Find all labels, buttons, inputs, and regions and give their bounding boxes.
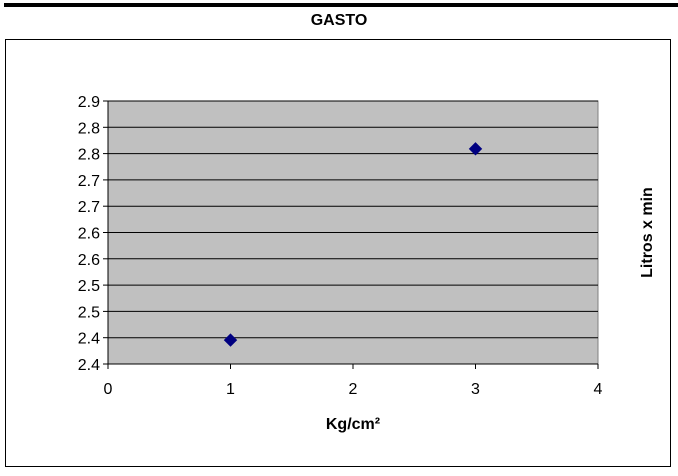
x-tick-label: 4 [594, 381, 603, 398]
top-rule [4, 3, 678, 7]
y-axis-label: Litros x min [639, 187, 656, 278]
y-axis-ticks: 2.4 2.4 2.5 2.5 2.6 2.6 2.7 2.7 2.8 2.8 2.9 [78, 94, 108, 374]
x-tick-label: 2 [349, 381, 358, 398]
y-tick-label: 2.8 [78, 147, 100, 164]
x-tick-label: 3 [471, 381, 480, 398]
y-tick-label: 2.5 [78, 278, 100, 295]
y-tick-label: 2.5 [78, 304, 100, 321]
data-points [223, 142, 483, 347]
y-tick-label: 2.9 [78, 94, 100, 111]
data-point-diamond [468, 142, 483, 156]
chart-title: GASTO [310, 12, 368, 29]
y-tick-label: 2.6 [78, 252, 100, 269]
data-point-diamond [223, 333, 238, 347]
y-tick-label: 2.8 [78, 120, 100, 137]
y-tick-label: 2.4 [78, 357, 100, 374]
y-tick-label: 2.7 [78, 173, 100, 190]
y-tick-label: 2.7 [78, 199, 100, 216]
x-axis-label: Kg/cm² [326, 416, 380, 433]
x-axis-ticks: 0 1 2 3 4 [104, 364, 603, 398]
x-tick-label: 0 [104, 381, 113, 398]
y-tick-label: 2.6 [78, 226, 100, 243]
x-tick-label: 1 [226, 381, 235, 398]
y-tick-label: 2.4 [78, 331, 100, 348]
